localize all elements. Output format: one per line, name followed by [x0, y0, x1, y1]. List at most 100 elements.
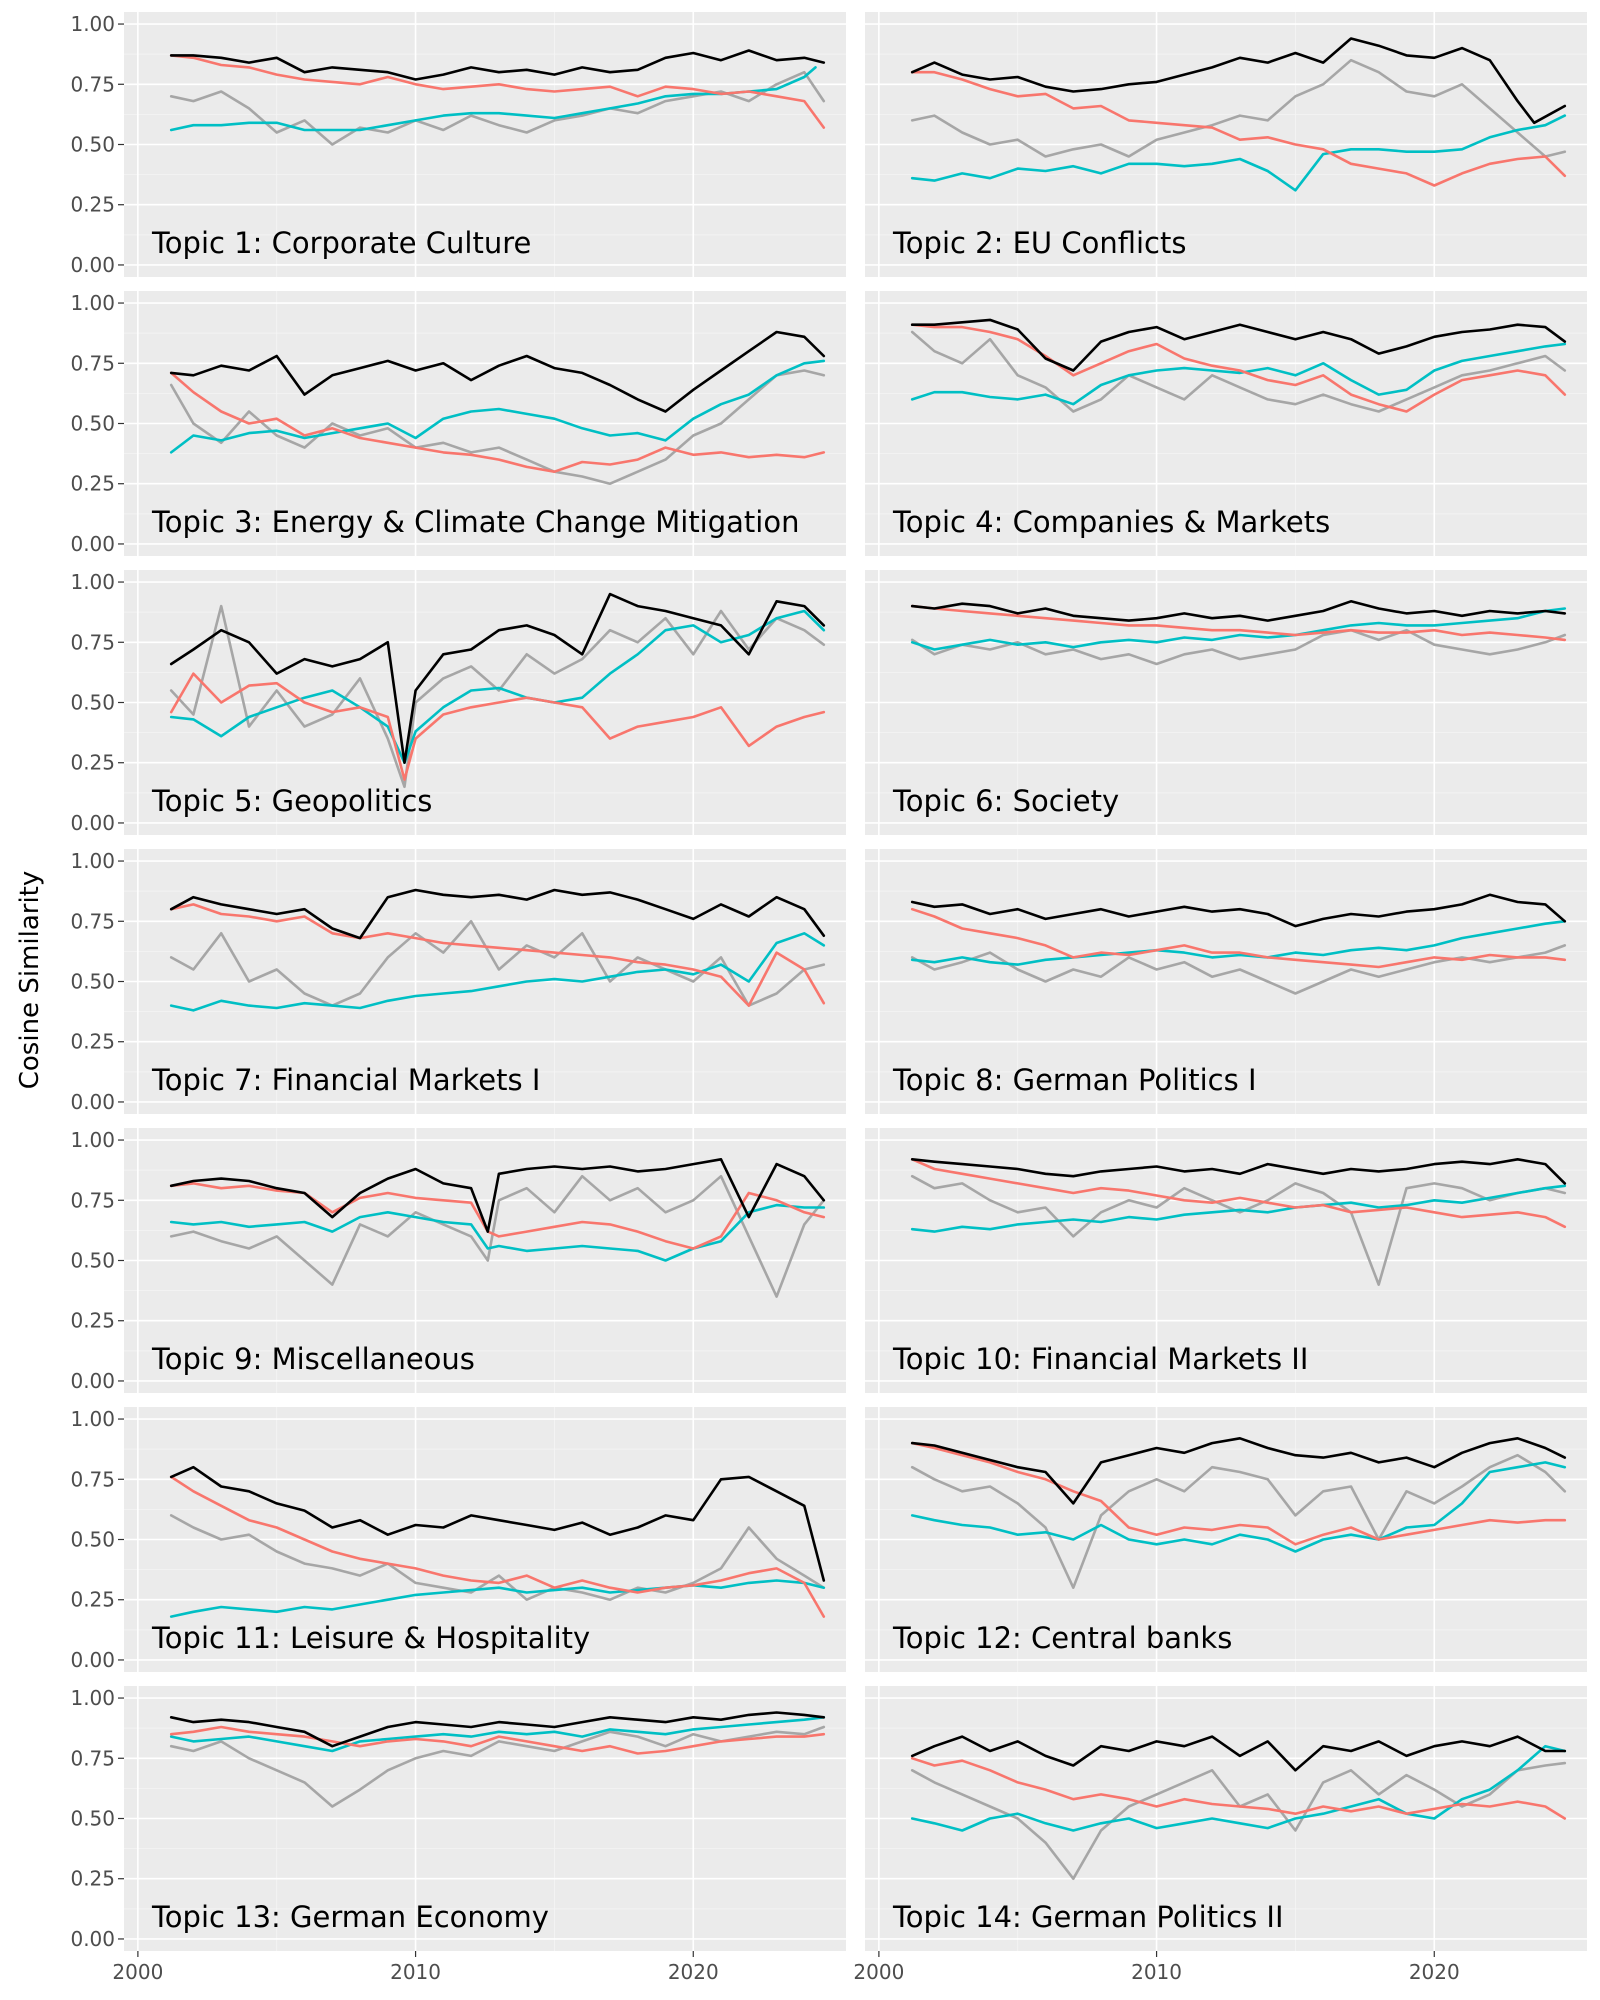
series-line-red — [169, 1475, 826, 1618]
y-tick-label: 0.50 — [70, 412, 115, 436]
series-line-teal — [910, 920, 1567, 966]
series-line-gray — [910, 1453, 1567, 1589]
series-line-black — [169, 1158, 826, 1233]
series-line-red — [169, 371, 826, 473]
series-line-gray — [169, 604, 826, 789]
series-line-gray — [169, 920, 826, 1007]
y-tick-label: 0.00 — [70, 811, 115, 835]
series-line-red — [910, 1441, 1567, 1546]
panel-title: Topic 14: German Politics II — [892, 1900, 1284, 1934]
panel-title: Topic 13: German Economy — [151, 1900, 549, 1934]
series-line-black — [169, 49, 826, 81]
series-line-gray — [910, 1174, 1567, 1286]
series-line-teal — [169, 1579, 826, 1618]
y-tick-label: 0.50 — [70, 1249, 115, 1273]
y-tick-label: 0.00 — [70, 253, 115, 277]
x-tick-label: 2010 — [390, 1960, 441, 1984]
y-tick-label: 0.75 — [70, 630, 115, 654]
y-tick-label: 0.75 — [70, 72, 115, 96]
series-line-black — [910, 37, 1567, 125]
y-tick-label: 0.25 — [70, 1030, 115, 1054]
y-axis-title: Cosine Similarity — [15, 871, 45, 1090]
y-tick-label: 1.00 — [70, 1128, 115, 1152]
y-tick-label: 1.00 — [70, 291, 115, 315]
y-tick-label: 0.00 — [70, 1369, 115, 1393]
series-line-teal — [910, 114, 1567, 192]
series-line-red — [910, 604, 1567, 642]
panel-title: Topic 2: EU Conflicts — [892, 226, 1186, 260]
y-tick-label: 0.00 — [70, 1927, 115, 1951]
series-line-red — [910, 1757, 1567, 1820]
series-line-gray — [169, 369, 826, 485]
series-line-gray — [910, 330, 1567, 413]
panel-2: Topic 2: EU Conflicts — [865, 12, 1587, 277]
y-tick-label: 0.25 — [70, 1588, 115, 1612]
panel-7: 0.00 0.25 0.50 0.75 1.00 Topic 7: Financial M… — [70, 849, 846, 1114]
y-tick-label: 0.25 — [70, 1867, 115, 1891]
series-line-black — [169, 330, 826, 413]
series-line-black — [910, 893, 1567, 928]
panel-title: Topic 7: Financial Markets I — [151, 1063, 540, 1097]
x-tick-label: 2000 — [112, 1960, 163, 1984]
series-line-teal — [910, 607, 1567, 651]
series-line-black — [910, 1735, 1567, 1772]
series-line-teal — [169, 609, 826, 764]
series-line-red — [910, 1158, 1567, 1229]
series-line-red — [169, 903, 826, 1007]
y-tick-label: 0.50 — [70, 1528, 115, 1552]
panel-title: Topic 12: Central banks — [892, 1621, 1232, 1655]
y-tick-label: 1.00 — [70, 570, 115, 594]
panel-title: Topic 10: Financial Markets II — [892, 1342, 1308, 1376]
series-line-black — [910, 1158, 1567, 1185]
panel-9: 0.00 0.25 0.50 0.75 1.00 Topic 9: Miscellaneo… — [70, 1128, 846, 1393]
series-line-gray — [910, 944, 1567, 995]
series-line-gray — [169, 1174, 826, 1298]
panel-11: 0.00 0.25 0.50 0.75 1.00 Topic 11: Leisure & … — [70, 1407, 846, 1672]
series-line-teal — [910, 1744, 1567, 1832]
series-line-teal — [169, 1716, 826, 1753]
y-tick-label: 0.25 — [70, 1309, 115, 1333]
panel-title: Topic 6: Society — [892, 784, 1119, 818]
panel-14: 2000 2010 2020 Topic 14: German Politics II — [853, 1686, 1587, 1984]
panel-13: 0.00 0.25 0.50 0.75 1.00 2000 2010 2020 Topic 13… — [70, 1686, 846, 1984]
y-tick-label: 1.00 — [70, 1686, 115, 1710]
y-tick-label: 0.50 — [70, 1807, 115, 1831]
panel-4: Topic 4: Companies & Markets — [865, 291, 1587, 556]
y-tick-label: 0.50 — [70, 691, 115, 715]
series-line-red — [910, 70, 1567, 187]
panel-title: Topic 11: Leisure & Hospitality — [151, 1621, 590, 1655]
series-line-black — [910, 318, 1567, 372]
y-tick-label: 0.75 — [70, 1467, 115, 1491]
panel-title: Topic 8: German Politics I — [892, 1063, 1257, 1097]
y-tick-label: 0.25 — [70, 472, 115, 496]
series-line-gray — [169, 70, 826, 146]
series-line-red — [169, 54, 826, 129]
panel-title: Topic 1: Corporate Culture — [151, 226, 531, 260]
panel-1: 0.00 0.25 0.50 0.75 1.00 Topic 1: Corporate C… — [70, 12, 846, 277]
panel-8: Topic 8: German Politics I — [865, 849, 1587, 1114]
panel-title: Topic 4: Companies & Markets — [892, 505, 1330, 539]
y-tick-label: 1.00 — [70, 849, 115, 873]
series-line-red — [910, 323, 1567, 413]
y-tick-label: 1.00 — [70, 12, 115, 36]
series-line-teal — [910, 1461, 1567, 1553]
panel-10: Topic 10: Financial Markets II — [865, 1128, 1587, 1393]
panel-3: 0.00 0.25 0.50 0.75 1.00 Topic 3: Energy & Cl… — [70, 291, 846, 556]
y-tick-label: 0.50 — [70, 133, 115, 157]
y-tick-label: 0.75 — [70, 351, 115, 375]
panel-title: Topic 9: Miscellaneous — [151, 1342, 475, 1376]
series-line-red — [169, 1182, 826, 1250]
x-tick-label: 2010 — [1131, 1960, 1182, 1984]
series-line-red — [169, 1725, 826, 1755]
x-tick-label: 2020 — [1409, 1960, 1460, 1984]
series-line-teal — [169, 1203, 826, 1262]
series-line-black — [169, 1711, 826, 1748]
panel-6: Topic 6: Society — [865, 570, 1587, 835]
y-tick-label: 0.75 — [70, 909, 115, 933]
series-line-black — [910, 600, 1567, 622]
series-line-gray — [910, 58, 1567, 158]
series-line-red — [169, 672, 826, 781]
x-tick-label: 2020 — [668, 1960, 719, 1984]
panel-title: Topic 5: Geopolitics — [151, 784, 432, 818]
